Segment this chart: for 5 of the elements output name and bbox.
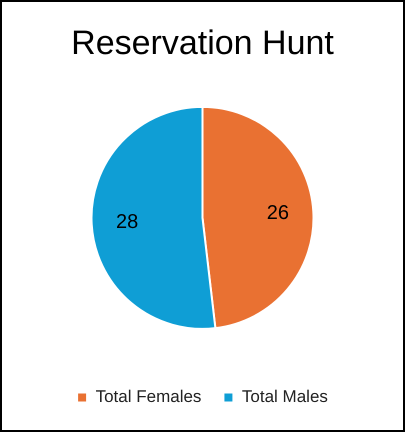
legend-label: Total Females: [96, 387, 202, 406]
legend-label: Total Males: [242, 387, 328, 406]
chart-title: Reservation Hunt: [71, 24, 334, 62]
data-label: 26: [266, 202, 289, 224]
data-label: 28: [116, 210, 138, 233]
